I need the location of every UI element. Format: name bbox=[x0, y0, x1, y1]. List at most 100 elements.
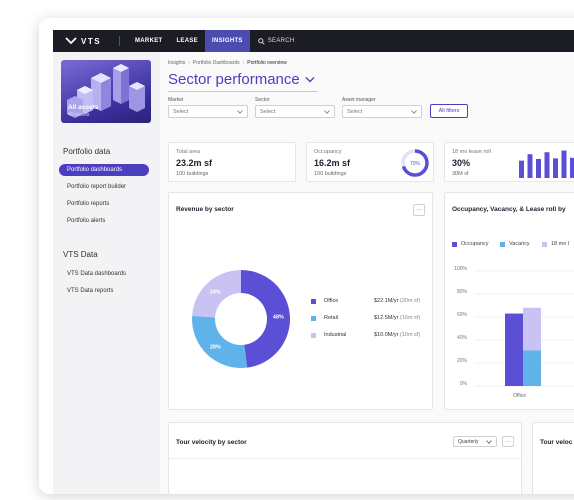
search-icon bbox=[257, 37, 265, 45]
bar-vacancy[interactable] bbox=[523, 307, 541, 351]
legend-area: (10m sf) bbox=[400, 332, 421, 338]
breadcrumb: Insights › Portfolio Dashboards › Portfo… bbox=[168, 60, 287, 66]
donut-slice-retail[interactable] bbox=[192, 315, 248, 368]
spark-bar bbox=[570, 157, 574, 178]
city-buildings-illustration bbox=[67, 64, 145, 118]
sidebar-item-vts-reports[interactable]: VTS Data reports bbox=[67, 288, 114, 294]
bar-occupancy[interactable] bbox=[505, 313, 523, 386]
kpi-lease-roll: 18 mo lease roll 30% 30M sf bbox=[444, 142, 574, 182]
occupancy-bar-chart bbox=[475, 270, 574, 387]
asset-manager-select[interactable]: Select bbox=[342, 105, 422, 118]
period-select[interactable]: Quarterly bbox=[453, 436, 497, 447]
legend-value: $10.0M/yr (10m sf) bbox=[374, 332, 420, 338]
breadcrumb-current: Portfolio overview bbox=[247, 60, 287, 66]
tour-velocity-card-2: Tour veloc bbox=[532, 422, 574, 494]
vts-logo[interactable]: VTS bbox=[53, 37, 115, 46]
nav-item-market[interactable]: MARKET bbox=[135, 38, 163, 44]
filter-sector: Sector Select bbox=[255, 97, 335, 118]
filter-sector-label: Sector bbox=[255, 97, 270, 103]
legend-item-vacancy: Vacancy bbox=[500, 241, 530, 247]
kpi-label: Occupancy bbox=[314, 149, 342, 155]
legend-swatch bbox=[500, 241, 505, 247]
legend-swatch bbox=[311, 298, 316, 304]
card-divider bbox=[169, 458, 523, 459]
tour-velocity-card: Tour velocity by sector Quarterly ··· bbox=[168, 422, 523, 494]
sidebar-item-report-builder[interactable]: Portfolio report builder bbox=[67, 184, 127, 190]
sidebar: All assets 45 assets Portfolio data Port… bbox=[53, 52, 160, 494]
legend-name: Retail bbox=[324, 315, 339, 321]
legend-name: 18 mo l bbox=[551, 241, 570, 247]
breadcrumb-insights[interactable]: Insights bbox=[168, 60, 186, 66]
market-select-value: Select bbox=[173, 108, 189, 115]
legend-name: Occupancy bbox=[461, 241, 489, 247]
card-title: Revenue by sector bbox=[176, 206, 234, 213]
donut-data-label: 48% bbox=[273, 315, 284, 321]
legend-name: Industrial bbox=[324, 332, 347, 338]
legend-revenue: $10.0M/yr bbox=[374, 332, 399, 338]
sidebar-item-vts-dashboards[interactable]: VTS Data dashboards bbox=[67, 271, 127, 277]
legend-swatch bbox=[452, 241, 457, 247]
nav-search[interactable]: SEARCH bbox=[250, 37, 295, 45]
top-nav: VTS MARKET LEASE INSIGHTS SEARCH bbox=[53, 30, 574, 52]
revenue-by-sector-card: Revenue by sector ··· 48% 28% 24% Office $… bbox=[168, 192, 433, 410]
sidebar-item-portfolio-reports[interactable]: Portfolio reports bbox=[67, 201, 110, 207]
kpi-occupancy: Occupancy 16.2m sf 100 buildings 70% bbox=[306, 142, 434, 182]
sidebar-heading-portfolio: Portfolio data bbox=[63, 147, 111, 156]
chevron-down-icon bbox=[237, 109, 243, 114]
kpi-value: 23.2m sf bbox=[176, 158, 213, 168]
more-options-button[interactable]: ··· bbox=[502, 436, 514, 447]
spark-bar bbox=[527, 154, 533, 178]
kpi-label: Total area bbox=[176, 149, 201, 155]
y-tick-label: 60% bbox=[456, 312, 467, 318]
nav-item-lease[interactable]: LEASE bbox=[176, 38, 198, 44]
revenue-donut-chart: 48% 28% 24% bbox=[192, 270, 290, 368]
kpi-total-area: Total area 23.2m sf 100 buildings bbox=[168, 142, 296, 182]
lease-roll-sparkbars bbox=[519, 150, 574, 178]
all-assets-card[interactable]: All assets 45 assets bbox=[61, 60, 151, 123]
donut-slice-industrial[interactable] bbox=[192, 270, 241, 318]
breadcrumb-separator-icon: › bbox=[188, 60, 190, 66]
chevron-down-icon bbox=[411, 109, 417, 114]
legend-revenue: $22.1M/yr bbox=[374, 298, 399, 304]
legend-area: (16m sf) bbox=[400, 315, 421, 321]
legend-item-lease-roll: 18 mo l bbox=[542, 241, 569, 247]
kpi-value: 16.2m sf bbox=[314, 158, 351, 168]
page-title: Sector performance bbox=[168, 71, 300, 88]
card-title: Occupancy, Vacancy, & Lease roll by bbox=[452, 206, 566, 213]
title-underline bbox=[168, 91, 318, 92]
sector-select[interactable]: Select bbox=[255, 105, 335, 118]
legend-value: $12.5M/yr (16m sf) bbox=[374, 315, 420, 321]
y-tick-label: 100% bbox=[454, 266, 467, 272]
filter-asset-manager-label: Asset manager bbox=[342, 97, 376, 103]
page-title-dropdown[interactable]: Sector performance bbox=[168, 71, 315, 88]
all-assets-title: All assets bbox=[68, 104, 99, 111]
kpi-sub: 30M sf bbox=[452, 171, 469, 177]
legend-swatch bbox=[311, 315, 316, 321]
main-content: Insights › Portfolio Dashboards › Portfo… bbox=[160, 52, 574, 494]
ring-label: 70% bbox=[410, 161, 421, 167]
bar-lease-roll[interactable] bbox=[523, 350, 541, 386]
kpi-value: 30% bbox=[452, 158, 471, 168]
nav-item-insights[interactable]: INSIGHTS bbox=[204, 30, 250, 52]
sidebar-item-portfolio-alerts[interactable]: Portfolio alerts bbox=[67, 218, 106, 224]
y-tick-label: 0% bbox=[459, 381, 467, 387]
occupancy-ring-chart: 70% bbox=[401, 149, 429, 177]
legend-swatch bbox=[311, 332, 316, 338]
asset-manager-select-value: Select bbox=[347, 108, 363, 115]
all-filters-button[interactable]: All filters bbox=[430, 104, 468, 118]
donut-slice-office[interactable] bbox=[241, 270, 290, 368]
more-options-button[interactable]: ··· bbox=[413, 204, 425, 216]
filter-market: Market Select bbox=[168, 97, 248, 118]
donut-data-label: 28% bbox=[210, 344, 221, 350]
kpi-sub: 100 buildings bbox=[314, 171, 347, 177]
market-select[interactable]: Select bbox=[168, 105, 248, 118]
logo-text: VTS bbox=[81, 36, 102, 46]
breadcrumb-portfolio-dashboards[interactable]: Portfolio Dashboards bbox=[192, 60, 240, 66]
card-title: Tour veloc bbox=[540, 439, 573, 446]
chevron-down-icon bbox=[486, 439, 492, 444]
logo-chevron-icon bbox=[65, 37, 77, 45]
sidebar-item-portfolio-dashboards[interactable]: Portfolio dashboards bbox=[59, 164, 149, 176]
occupancy-vacancy-card: Occupancy, Vacancy, & Lease roll by Occu… bbox=[444, 192, 574, 410]
browser-frame: VTS MARKET LEASE INSIGHTS SEARCH bbox=[39, 18, 574, 494]
chevron-down-icon bbox=[305, 77, 315, 83]
